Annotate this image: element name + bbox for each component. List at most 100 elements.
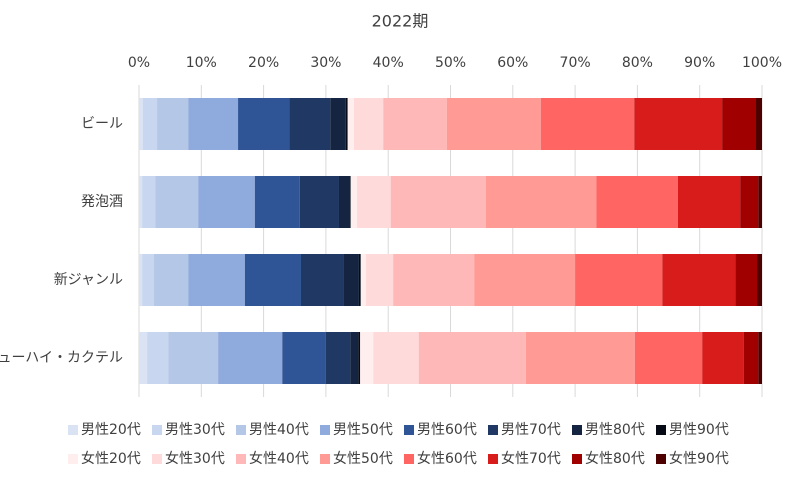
legend-swatch [488, 454, 498, 464]
bar-segment [147, 332, 169, 384]
legend-label: 男性20代 [81, 422, 141, 438]
bar-segment [353, 98, 384, 150]
legend-swatch [152, 425, 162, 435]
legend-label: 男性90代 [669, 422, 729, 438]
bar-segment [662, 254, 736, 306]
y-tick-label: 新ジャンル [54, 272, 123, 288]
bar-segment [486, 176, 597, 228]
bar-segment [168, 332, 219, 384]
bar-segment [474, 254, 576, 306]
bar-segment [740, 176, 759, 228]
x-tick-label: 0% [128, 55, 150, 71]
legend-label: 女性50代 [333, 450, 393, 467]
bar-segment [350, 176, 351, 228]
x-tick-label: 60% [497, 55, 528, 71]
bar-segment [188, 254, 245, 306]
bar-segment [343, 254, 359, 306]
bar-segment [575, 254, 663, 306]
bar-segment [446, 98, 541, 150]
chart-title: 2022期 [372, 12, 429, 31]
bar-segment [299, 176, 339, 228]
bar-segment [758, 332, 762, 384]
bar-segment [360, 254, 366, 306]
bar-segment [596, 176, 678, 228]
bar-segment [347, 98, 354, 150]
x-tick-label: 30% [310, 55, 341, 71]
y-tick-label: 発泡酒 [81, 194, 123, 210]
legend-label: 男性80代 [585, 422, 645, 438]
bar-segment [418, 332, 526, 384]
legend-label: 女性90代 [669, 450, 729, 467]
bar-segment [218, 332, 283, 384]
bar-segment [153, 254, 189, 306]
bar-segment [244, 254, 301, 306]
x-tick-label: 40% [373, 55, 404, 71]
bar-segment [330, 98, 346, 150]
x-tick-label: 100% [742, 55, 782, 71]
bar-segment [238, 98, 290, 150]
x-tick-label: 10% [186, 55, 217, 71]
legend-label: 男性50代 [333, 422, 393, 438]
legend-swatch [68, 425, 78, 435]
bar-segment [634, 98, 723, 150]
bar-segment [677, 176, 741, 228]
legend-label: 女性80代 [585, 450, 645, 467]
bar-segment [142, 176, 156, 228]
legend-swatch [404, 454, 414, 464]
legend-swatch [320, 425, 330, 435]
bar-segment [254, 176, 300, 228]
bar-segment [393, 254, 475, 306]
bar-segment [350, 332, 359, 384]
legend-swatch [236, 425, 246, 435]
bar-segment [383, 98, 447, 150]
y-tick-label: チューハイ・カクテル [0, 350, 123, 366]
bar-segment [702, 332, 744, 384]
legend-swatch [656, 425, 666, 435]
bar-segment [155, 176, 199, 228]
bar-segment [139, 98, 143, 150]
bar-segment [360, 332, 374, 384]
bar-segment [743, 332, 759, 384]
bar-segment [365, 254, 394, 306]
legend-swatch [152, 454, 162, 464]
bar-segment [525, 332, 635, 384]
bar-segment [338, 176, 351, 228]
bar-segment [358, 332, 361, 384]
bar-segment [139, 332, 148, 384]
bar-segment [139, 254, 143, 306]
bar-segment [325, 332, 351, 384]
bar-segment [282, 332, 326, 384]
legend-label: 女性30代 [165, 450, 225, 467]
legend-swatch [572, 454, 582, 464]
bar-segment [373, 332, 419, 384]
bar-segment [289, 98, 331, 150]
legend-label: 男性40代 [249, 422, 309, 438]
bar-segment [300, 254, 344, 306]
legend-label: 女性70代 [501, 450, 561, 467]
legend-swatch [488, 425, 498, 435]
bar-segment [345, 98, 348, 150]
legend-swatch [68, 454, 78, 464]
bar-segment [755, 98, 762, 150]
bar-segment [357, 176, 391, 228]
x-tick-label: 70% [560, 55, 591, 71]
y-tick-label: ビール [81, 116, 123, 132]
legend-swatch [320, 454, 330, 464]
bar-segment [722, 98, 756, 150]
legend-label: 女性60代 [417, 450, 477, 467]
bar-segment [142, 98, 158, 150]
legend-label: 男性30代 [165, 422, 225, 438]
bar-segment [634, 332, 703, 384]
bar-segment [157, 98, 189, 150]
x-tick-label: 90% [684, 55, 715, 71]
legend-label: 女性20代 [81, 450, 141, 467]
x-tick-label: 20% [248, 55, 279, 71]
bar-segment [735, 254, 758, 306]
x-tick-label: 80% [622, 55, 653, 71]
bar-segment [188, 98, 239, 150]
bar-segment [350, 176, 358, 228]
x-tick-label: 50% [435, 55, 466, 71]
bar-segment [142, 254, 154, 306]
bar-segment [198, 176, 255, 228]
